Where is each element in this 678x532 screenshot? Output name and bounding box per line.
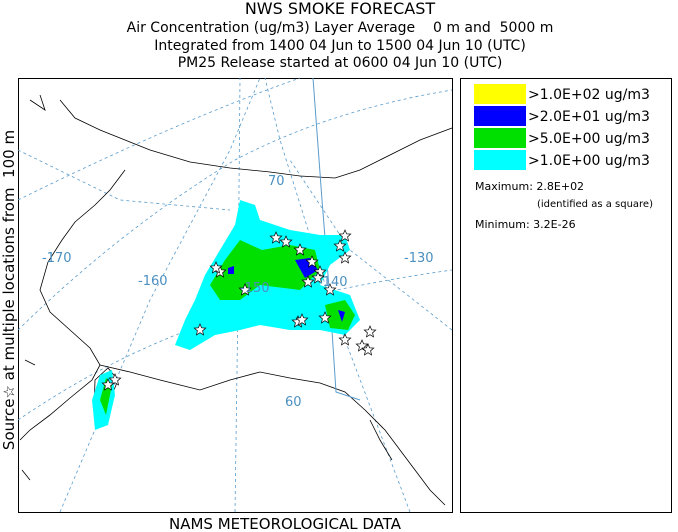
source-star — [333, 239, 347, 252]
source-star — [269, 231, 283, 244]
source-star — [311, 271, 325, 284]
source-star — [323, 283, 337, 296]
source-star — [238, 283, 252, 296]
minimum: Minimum: 3.2E-26 — [475, 218, 576, 231]
graticule-label: 70 — [268, 174, 285, 189]
side-label: Source☆ at multiple locations from 100 m — [0, 130, 18, 450]
source-star — [338, 229, 352, 242]
legend-swatch — [474, 106, 526, 126]
subtitle: Air Concentration (ug/m3) Layer Average … — [127, 20, 554, 36]
legend-label: >1.0E+00 ug/m3 — [528, 153, 650, 169]
legend-label: >5.0E+00 ug/m3 — [528, 131, 650, 147]
legend-swatch — [474, 84, 526, 104]
legend-swatch — [474, 150, 526, 170]
graticule-label: 60 — [285, 395, 302, 410]
source-star — [101, 378, 115, 391]
legend: >1.0E+02 ug/m3 >2.0E+01 ug/m3 >5.0E+00 ug/… — [474, 84, 650, 170]
source-star — [295, 313, 309, 326]
source-markers — [101, 229, 377, 391]
source-star — [301, 275, 315, 288]
source-star — [318, 311, 332, 324]
graticule-label: -170 — [42, 251, 72, 266]
maximum: Maximum: 2.8E+02 — [475, 180, 584, 193]
source-star — [338, 251, 352, 264]
legend-label: >2.0E+01 ug/m3 — [528, 109, 650, 125]
footer: NAMS METEOROLOGICAL DATA — [169, 515, 402, 532]
subtitle: PM25 Release started at 0600 04 Jun 10 (… — [178, 55, 503, 71]
legend-label: >1.0E+02 ug/m3 — [528, 87, 650, 103]
title: NWS SMOKE FORECAST — [245, 0, 436, 18]
source-star — [209, 261, 223, 274]
graticule-label: -140 — [318, 275, 348, 290]
source-star — [338, 333, 352, 346]
graticule-label: -150 — [240, 281, 270, 296]
graticule-label: -130 — [404, 251, 434, 266]
source-star — [361, 343, 375, 356]
subtitle: Integrated from 1400 04 Jun to 1500 04 J… — [154, 38, 526, 54]
source-star — [193, 323, 207, 336]
smoke-plume — [92, 200, 360, 430]
source-star — [108, 373, 122, 386]
source-star — [363, 325, 377, 338]
source-star — [305, 255, 319, 268]
source-star — [279, 235, 293, 248]
source-star — [293, 243, 307, 256]
graticule-label: -160 — [138, 274, 168, 289]
legend-swatch — [474, 128, 526, 148]
maximum-note: (identified as a square) — [537, 199, 653, 210]
